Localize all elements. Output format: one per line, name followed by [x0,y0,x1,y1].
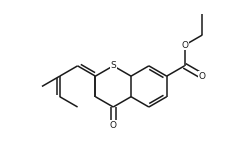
Text: S: S [110,61,116,70]
Text: O: O [110,121,117,130]
Text: O: O [181,41,188,50]
Text: O: O [199,72,206,81]
